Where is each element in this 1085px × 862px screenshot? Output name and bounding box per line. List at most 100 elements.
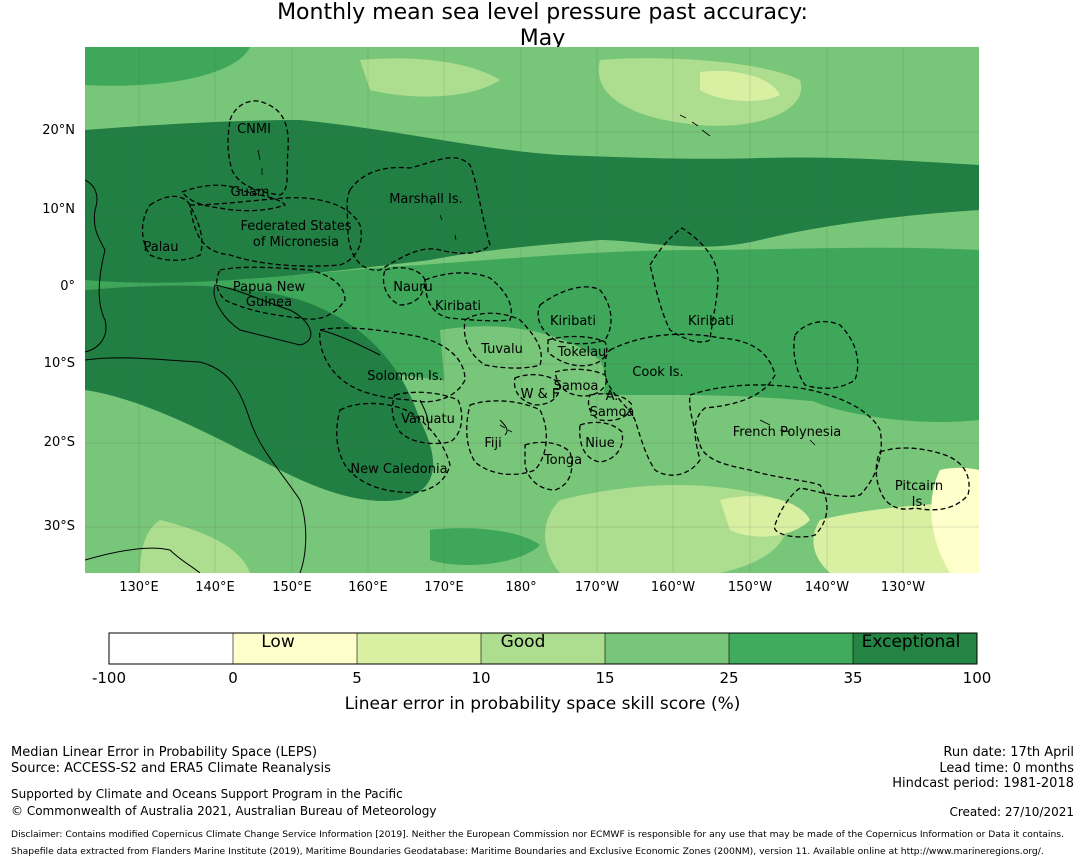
colorbar-tick-35: 35 <box>843 669 863 687</box>
lon-label-130e: 130°E <box>119 580 159 595</box>
lat-label-10n: 10°N <box>42 202 75 217</box>
colorbar-tick-0: 0 <box>228 669 238 687</box>
eez-newcaledonia <box>336 402 451 494</box>
colorbar-word-low: Low <box>261 632 295 652</box>
label-wallis-futuna: W & F <box>521 387 560 402</box>
lon-label-160e: 160°E <box>348 580 388 595</box>
map-title-line2: May <box>519 26 566 51</box>
skill-area-samoa <box>440 326 606 441</box>
skill-area-mid-east <box>780 345 979 422</box>
eez-palau <box>141 195 203 261</box>
islands <box>257 114 816 446</box>
eez-guam <box>180 184 287 212</box>
colorbar-segment-5 <box>729 633 853 664</box>
lon-label-140e: 140°E <box>195 580 235 595</box>
label-palau: Palau <box>143 240 178 255</box>
label-vanuatu: Vanuatu <box>401 412 455 427</box>
eez-kiribati-line <box>649 227 719 343</box>
label-fsm-2: of Micronesia <box>253 235 339 250</box>
skill-area-lightest-south <box>720 496 810 537</box>
lon-label-160w: 160°W <box>650 580 696 595</box>
lon-label-170w: 170°W <box>574 580 620 595</box>
colorbar-tick-10: 10 <box>471 669 491 687</box>
eez-marshall <box>346 157 491 271</box>
lat-label-20s: 20°S <box>43 435 75 450</box>
skill-area-light-north2 <box>360 58 500 97</box>
lat-label-20n: 20°N <box>42 123 75 138</box>
eez-solomons <box>319 327 466 403</box>
footer-disclaimer: Disclaimer: Contains modified Copernicus… <box>11 829 1065 840</box>
label-nauru: Nauru <box>393 280 433 295</box>
colorbar-frame <box>108 632 978 665</box>
footer-method: Median Linear Error in Probability Space… <box>11 745 318 760</box>
colorbar-tick-5: 5 <box>352 669 362 687</box>
footer-copyright: © Commonwealth of Australia 2021, Austra… <box>11 804 437 818</box>
lon-label-130w: 130°W <box>880 580 926 595</box>
lat-label-10s: 10°S <box>43 356 75 371</box>
footer-shapefile: Shapefile data extracted from Flanders M… <box>11 846 1044 857</box>
label-cnmi: CNMI <box>237 122 271 137</box>
lon-label-150e: 150°E <box>272 580 312 595</box>
label-cook: Cook Is. <box>632 365 683 380</box>
eez-samoa <box>554 368 607 397</box>
label-guam: Guam <box>231 185 270 200</box>
eez-wallis <box>513 373 561 406</box>
eez-fp-east <box>793 321 859 389</box>
eez-asamoa <box>587 393 633 422</box>
eez-cook <box>604 333 776 476</box>
label-new-caledonia: New Caledonia <box>350 462 447 477</box>
colorbar <box>108 632 978 665</box>
eez-niue <box>579 421 624 463</box>
coastlines <box>85 179 508 573</box>
label-pitcairn-1: Pitcairn <box>895 479 943 494</box>
footer-run-date: Run date: 17th April <box>943 745 1074 760</box>
label-french-polynesia: French Polynesia <box>733 425 842 440</box>
eez-pitcairn <box>875 447 970 511</box>
eez-tokelau <box>547 335 608 367</box>
footer-hindcast: Hindcast period: 1981-2018 <box>892 776 1074 791</box>
colorbar-segment-4 <box>605 633 729 664</box>
label-niue: Niue <box>585 436 615 451</box>
region-labels: CNMI Guam Marshall Is. Federated States … <box>143 122 943 510</box>
skill-area-low-se <box>931 467 979 573</box>
label-fiji: Fiji <box>484 436 501 451</box>
footer-created: Created: 27/10/2021 <box>949 805 1074 819</box>
gridlines <box>85 47 979 573</box>
eez-tuvalu <box>463 312 542 369</box>
skill-area-nw <box>85 47 250 86</box>
eez-nauru <box>382 267 426 306</box>
label-png-2: Guinea <box>246 295 292 310</box>
label-samoa: Samoa <box>554 379 599 394</box>
eez-png <box>216 266 346 320</box>
lon-label-150w: 150°W <box>727 580 773 595</box>
skill-area-mid-south <box>430 528 540 565</box>
skill-area-light-sw <box>140 520 250 573</box>
lon-label-170e: 170°E <box>424 580 464 595</box>
colorbar-label: Linear error in probability space skill … <box>344 694 741 714</box>
colorbar-word-exceptional: Exceptional <box>861 632 961 652</box>
lon-label-180: 180° <box>505 580 537 595</box>
lon-label-140w: 140°W <box>804 580 850 595</box>
footer-support: Supported by Climate and Oceans Support … <box>11 787 403 801</box>
lat-label-0: 0° <box>60 279 75 294</box>
colorbar-segment-2 <box>357 633 481 664</box>
colorbar-segment-3 <box>481 633 605 664</box>
label-png-1: Papua New <box>233 280 306 295</box>
colorbar-tick-neg100: -100 <box>91 669 127 687</box>
label-kiribati-gilbert: Kiribati <box>435 299 481 314</box>
colorbar-tick-25: 25 <box>719 669 739 687</box>
label-american-samoa-1: A. <box>606 389 619 404</box>
label-solomon: Solomon Is. <box>367 369 443 384</box>
footer-source: Source: ACCESS-S2 and ERA5 Climate Reana… <box>11 761 331 776</box>
label-fsm-1: Federated States <box>241 219 352 234</box>
colorbar-segment-0 <box>109 633 233 664</box>
label-tonga: Tonga <box>543 453 582 468</box>
label-marshall: Marshall Is. <box>389 192 463 207</box>
skill-area-lightest-north <box>700 70 780 102</box>
map-title-line1: Monthly mean sea level pressure past acc… <box>277 0 808 25</box>
colorbar-segment-6 <box>853 633 977 664</box>
skill-area-light-north <box>598 58 802 126</box>
eez-tonga <box>524 441 573 491</box>
skill-area-exceptional-band <box>85 120 979 286</box>
